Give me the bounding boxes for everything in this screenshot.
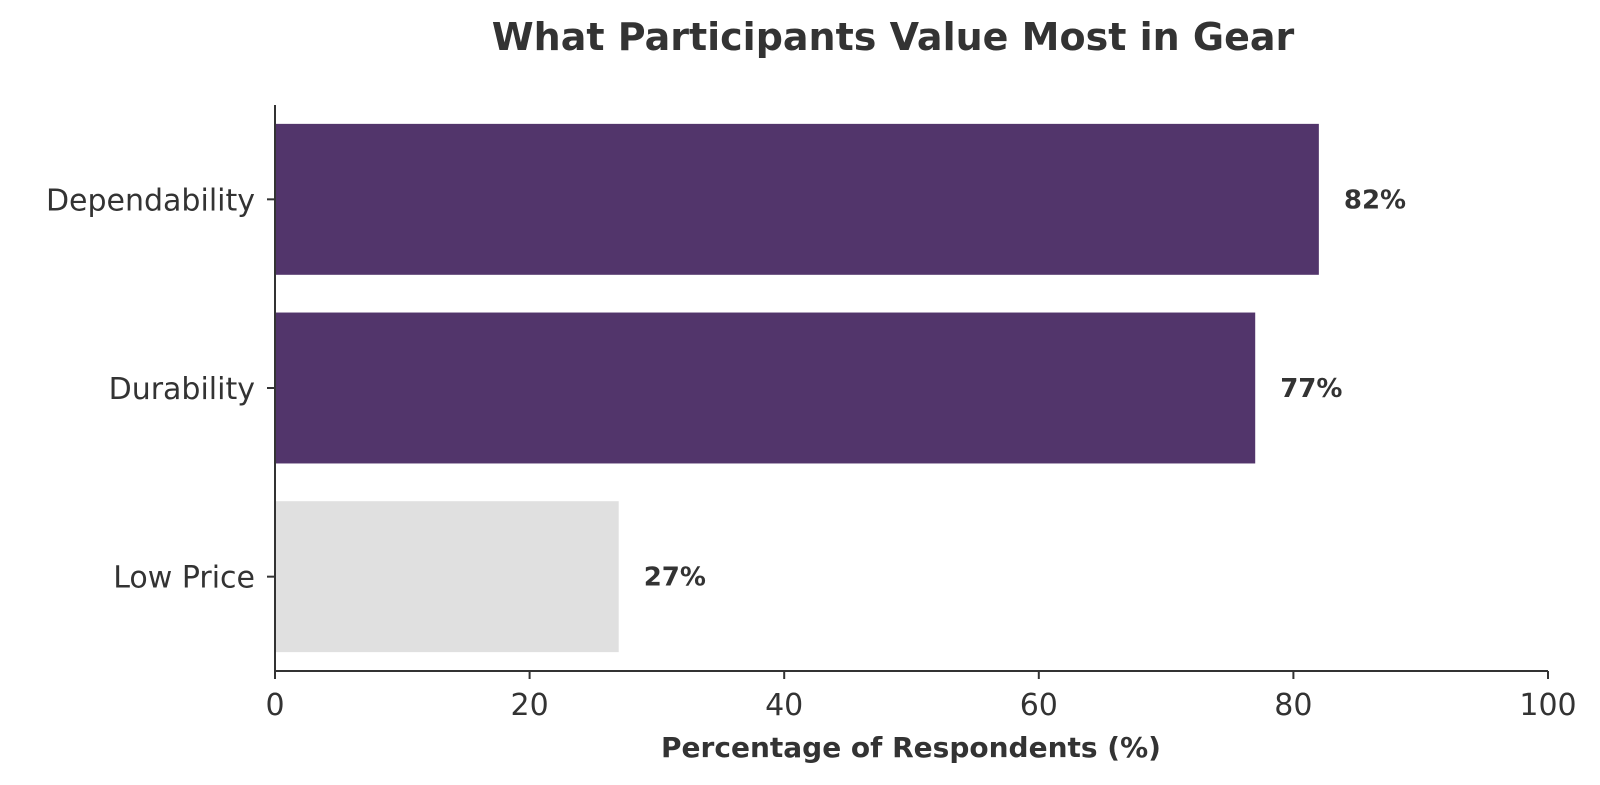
y-tick-label-durability: Durability [109,372,255,407]
y-ticks-group: Dependability Durability Low Price [46,183,275,596]
x-ticks-group: 0 20 40 60 80 100 [265,671,1577,723]
data-label-durability: 77% [1280,374,1342,404]
y-tick-label-low-price: Low Price [113,561,255,596]
bar-dependability [275,123,1319,275]
data-label-dependability: 82% [1344,185,1406,215]
bar-durability [275,312,1256,464]
x-tick-label-0: 0 [265,688,284,723]
bar-low-price [275,501,619,653]
bars-group [275,123,1319,653]
x-tick-label-40: 40 [765,688,803,723]
x-tick-label-20: 20 [511,688,549,723]
data-labels-group: 82% 77% 27% [644,185,1406,592]
data-label-low-price: 27% [644,563,706,593]
x-tick-label-80: 80 [1274,688,1312,723]
y-tick-label-dependability: Dependability [46,183,255,218]
x-axis-label: Percentage of Respondents (%) [661,731,1161,764]
x-tick-label-100: 100 [1519,688,1576,723]
x-tick-label-60: 60 [1020,688,1058,723]
chart-title: What Participants Value Most in Gear [492,15,1295,59]
